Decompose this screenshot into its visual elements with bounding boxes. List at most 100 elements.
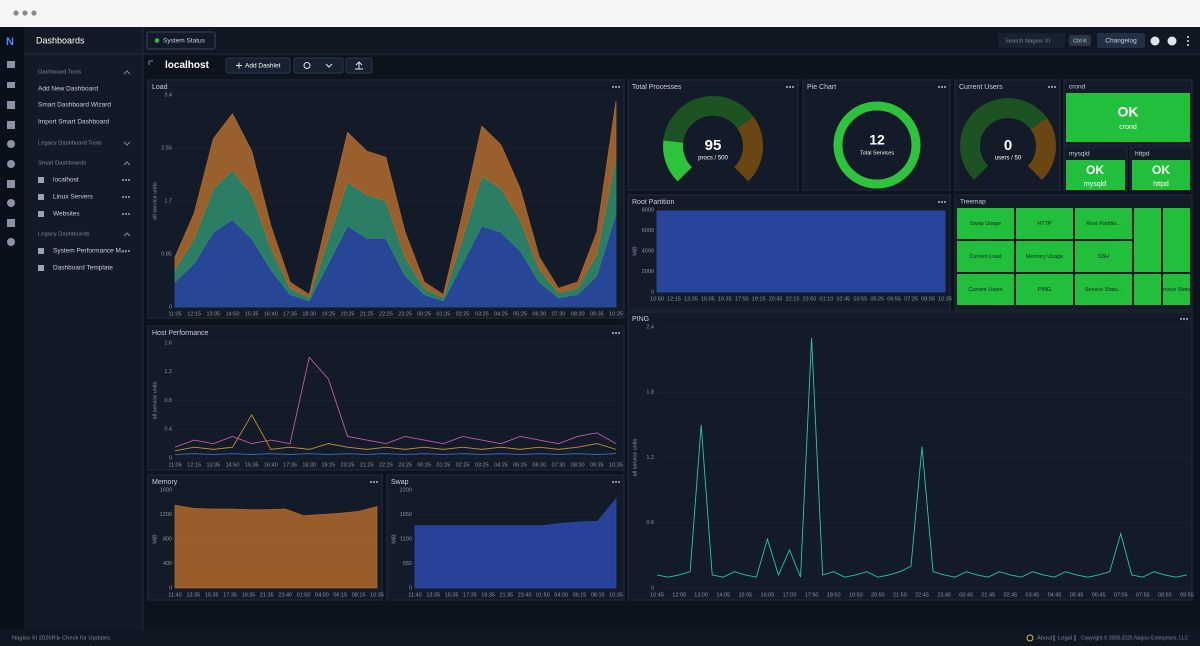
x-tick-label: 09:55: [1180, 592, 1194, 598]
item-icon: [38, 211, 44, 217]
x-tick-label: 02:25: [456, 462, 470, 468]
x-tick-label: 10:35: [370, 592, 384, 598]
x-tick-label: 06:30: [532, 311, 546, 317]
x-tick-label: 14:05: [716, 592, 730, 598]
menu-item[interactable]: Linux Servers: [53, 194, 93, 201]
x-tick-label: 16:40: [264, 462, 278, 468]
gauge-value-label: 0: [1004, 137, 1012, 154]
nav-icon[interactable]: [7, 121, 15, 129]
x-tick-label: 23:50: [803, 296, 817, 302]
x-tick-label: 19:35: [481, 592, 495, 598]
nav-icon[interactable]: [7, 160, 15, 168]
x-tick-label: 00:25: [417, 311, 431, 317]
x-tick-label: 22:25: [379, 311, 393, 317]
x-tick-label: 18:30: [302, 462, 316, 468]
x-tick-label: 18:30: [302, 311, 316, 317]
status-state: OK: [1086, 163, 1104, 177]
area: [657, 211, 945, 292]
refresh-button[interactable]: [294, 58, 343, 73]
nav-icon[interactable]: [7, 180, 15, 188]
section-title[interactable]: Dashboard Tools: [38, 70, 81, 76]
x-tick-label: 16:40: [264, 311, 278, 317]
y-tick-label: 2.4: [646, 324, 654, 330]
nav-icon[interactable]: [7, 238, 15, 246]
menu-item[interactable]: Add New Dashboard: [38, 86, 98, 93]
x-tick-label: 21:25: [360, 462, 374, 468]
nav-icon[interactable]: [7, 82, 15, 88]
x-tick-label: 12:15: [667, 296, 681, 302]
panel-title: Load: [152, 84, 168, 91]
nav-icon[interactable]: [7, 219, 15, 227]
x-tick-label: 17:00: [783, 592, 797, 598]
y-tick-label: 2.55: [161, 145, 172, 151]
x-tick-label: 15:05: [738, 592, 752, 598]
section-title[interactable]: Legacy Dashboards: [38, 232, 90, 238]
footer-link[interactable]: About: [1037, 636, 1053, 642]
panel-menu-dot: [373, 481, 375, 483]
treemap-label: Service Statu...: [1085, 287, 1123, 293]
y-tick-label: 1.2: [646, 455, 654, 461]
x-tick-label: 23:40: [278, 592, 292, 598]
user-icon[interactable]: [1168, 37, 1177, 46]
y-tick-label: 6000: [642, 228, 654, 234]
y-tick-label: 0: [169, 455, 172, 461]
x-tick-label: 02:45: [1003, 592, 1017, 598]
help-icon[interactable]: [1151, 37, 1160, 46]
status-dot: [155, 38, 160, 43]
panel-title: Treemap: [960, 199, 986, 206]
x-tick-label: 01:50: [297, 592, 311, 598]
nav-icon[interactable]: [7, 199, 15, 207]
y-tick-label: 0: [651, 289, 654, 295]
treemap-label: HTTP: [1037, 221, 1052, 227]
gauge-warning: [741, 122, 753, 174]
panel-title: Pie Chart: [807, 84, 836, 91]
menu-item[interactable]: System Performance M...: [53, 248, 127, 255]
y-tick-label: 1.8: [646, 390, 654, 396]
x-tick-label: 23:25: [398, 311, 412, 317]
item-icon: [38, 194, 44, 200]
x-tick-label: 20:25: [341, 311, 355, 317]
panel-menu-dot: [615, 86, 617, 88]
panel-menu-dot: [370, 481, 372, 483]
menu-item[interactable]: Dashboard Template: [53, 265, 113, 272]
logo[interactable]: N: [6, 36, 14, 48]
panel-menu-dot: [618, 332, 620, 334]
y-tick-label: 0: [409, 585, 412, 591]
panel: [628, 312, 1192, 600]
gauge-value-label: 95: [705, 137, 722, 154]
x-tick-label: 16:35: [718, 296, 732, 302]
x-tick-label: 03:25: [475, 462, 489, 468]
x-tick-label: 21:25: [360, 311, 374, 317]
nav-icon[interactable]: [7, 101, 15, 109]
y-tick-label: 0.85: [161, 251, 172, 257]
menu-item[interactable]: Import Smart Dashboard: [38, 119, 110, 126]
x-tick-label: 13:35: [684, 296, 698, 302]
x-tick-label: 01:25: [437, 311, 451, 317]
x-tick-label: 20:25: [341, 462, 355, 468]
x-tick-label: 04:25: [494, 462, 508, 468]
nav-icon[interactable]: [7, 140, 15, 148]
x-tick-label: 10:35: [609, 462, 623, 468]
y-tick-label: 4000: [642, 248, 654, 254]
section-title[interactable]: Smart Dashboards: [38, 161, 86, 167]
footer: [0, 630, 1200, 646]
footer-link[interactable]: Legal: [1058, 636, 1072, 642]
panel-menu-dot: [612, 332, 614, 334]
panel-menu-dot: [941, 201, 943, 203]
x-tick-label: 18:50: [827, 592, 841, 598]
menu-icon[interactable]: [1187, 36, 1189, 46]
x-tick-label: 15:35: [245, 462, 259, 468]
y-tick-label: 0.8: [164, 398, 172, 404]
x-tick-label: 00:25: [417, 462, 431, 468]
menu-item[interactable]: Smart Dashboard Wizard: [38, 102, 111, 109]
x-tick-label: 10:35: [609, 311, 623, 317]
menu-item[interactable]: localhost: [53, 177, 79, 184]
panel-title: Host Performance: [152, 330, 209, 337]
menu-item[interactable]: Websites: [53, 211, 80, 218]
nav-icon[interactable]: [7, 61, 15, 68]
update-link[interactable]: Check for Updates: [62, 636, 110, 642]
treemap-cell: [1134, 208, 1161, 272]
x-tick-label: 23:45: [937, 592, 951, 598]
section-title[interactable]: Legacy Dashboard Tools: [38, 141, 102, 147]
panel-menu-dot: [938, 86, 940, 88]
